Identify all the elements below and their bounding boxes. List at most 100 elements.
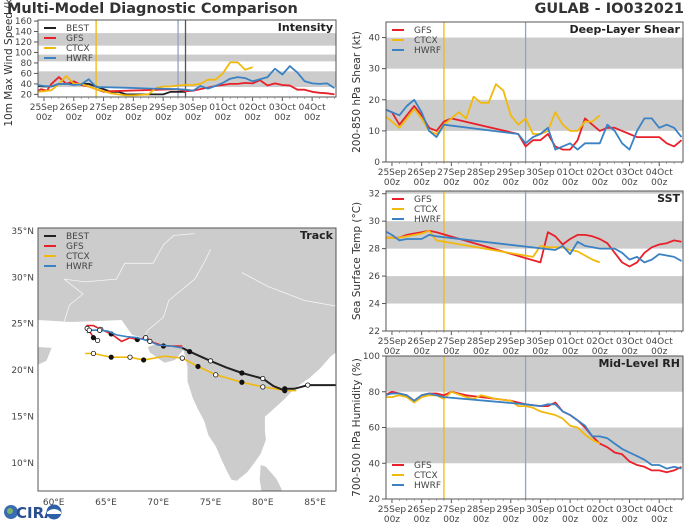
track-point-best <box>187 349 193 355</box>
x-tick-label: 29Sep <box>497 505 526 515</box>
track-hwrf <box>86 329 183 349</box>
y-tick-label: 20 <box>369 495 381 505</box>
sst-panel: 22242628303225Sep00z26Sep00z27Sep00z28Se… <box>351 190 684 357</box>
x-tick-label: 00z <box>592 178 608 188</box>
y-axis-label: 10m Max Wind Speed (kt) <box>3 0 15 127</box>
track-point-gfs <box>90 335 97 341</box>
legend-label-ctcx: CTCX <box>414 471 438 481</box>
x-tick-label: 00z <box>562 515 578 525</box>
x-tick-label: 00z <box>304 113 320 123</box>
x-tick-label: 25Sep <box>378 168 407 178</box>
panel-title: Intensity <box>278 21 333 34</box>
legend-label-gfs: GFS <box>66 242 84 252</box>
legend-label-gfs: GFS <box>414 461 432 471</box>
y-tick-label: 30 <box>369 65 381 75</box>
lat-tick-label: 30°N <box>11 273 34 283</box>
track-point-ctcx <box>195 363 201 370</box>
y-tick-label: 40 <box>369 34 381 44</box>
x-tick-label: 27Sep <box>437 168 466 178</box>
shaded-band <box>386 427 683 464</box>
x-tick-label: 25Sep <box>30 103 59 113</box>
track-point-ctcx <box>260 384 266 390</box>
x-tick-label: 00z <box>592 347 608 357</box>
lat-tick-label: 25°N <box>11 320 34 330</box>
x-tick-label: 00z <box>443 515 459 525</box>
x-tick-label: 00z <box>384 347 400 357</box>
x-tick-label: 30Sep <box>179 103 208 113</box>
x-tick-label: 00z <box>532 178 548 188</box>
x-tick-label: 01Oct <box>209 103 236 113</box>
shaded-band <box>386 37 683 69</box>
legend-label-best: BEST <box>66 232 90 242</box>
y-tick-label: 80 <box>369 388 381 398</box>
x-tick-label: 01Oct <box>557 168 584 178</box>
plot-frame <box>37 19 337 98</box>
plot-frame <box>385 190 684 332</box>
legend-label-hwrf: HWRF <box>66 54 93 64</box>
x-tick-label: 00z <box>532 515 548 525</box>
lon-tick-label: 75°E <box>200 498 222 508</box>
track-point-hwrf <box>97 327 103 333</box>
x-tick-label: 00z <box>562 347 578 357</box>
track-point-gfs <box>95 337 101 344</box>
y-tick-label: 120 <box>15 38 32 48</box>
x-tick-label: 28Sep <box>467 337 496 347</box>
track-point-best <box>282 388 288 394</box>
country-border <box>168 249 211 301</box>
series-ctcx <box>386 229 601 264</box>
cira-logo: CIRA <box>4 502 62 522</box>
series-hwrf <box>386 392 682 470</box>
x-tick-label: 00z <box>562 178 578 188</box>
rh-panel: 2040608010025Sep00z26Sep00z27Sep00z28Sep… <box>351 352 684 525</box>
x-tick-label: 00z <box>473 515 489 525</box>
x-tick-label: 00z <box>621 178 637 188</box>
track-point-ctcx <box>239 379 245 385</box>
x-tick-label: 00z <box>503 347 519 357</box>
x-tick-label: 01Oct <box>557 505 584 515</box>
x-tick-label: 03Oct <box>616 168 643 178</box>
shaded-band <box>386 276 683 304</box>
x-tick-label: 00z <box>384 178 400 188</box>
y-tick-label: 10 <box>369 127 381 137</box>
legend-label-best: BEST <box>66 24 90 34</box>
land-mass-oman <box>38 347 52 365</box>
y-axis-label: Sea Surface Temp (°C) <box>351 202 363 320</box>
shaded-band <box>386 99 683 131</box>
y-tick-label: 60 <box>369 424 381 434</box>
country-border <box>63 278 84 323</box>
series-gfs <box>386 229 682 268</box>
lat-tick-label: 35°N <box>11 227 34 237</box>
x-tick-label: 26Sep <box>407 168 436 178</box>
x-tick-label: 30Sep <box>526 505 555 515</box>
legend-label-hwrf: HWRF <box>414 481 441 491</box>
x-tick-label: 27Sep <box>89 103 118 113</box>
track-point-hwrf <box>86 327 92 333</box>
plot-frame <box>37 227 337 492</box>
x-tick-label: 00z <box>443 347 459 357</box>
x-tick-label: 00z <box>621 515 637 525</box>
x-tick-label: 28Sep <box>467 505 496 515</box>
lat-tick-label: 20°N <box>11 366 34 376</box>
y-tick-label: 30 <box>369 217 381 227</box>
series-hwrf <box>38 65 335 92</box>
track-best <box>181 347 336 393</box>
y-tick-label: 22 <box>369 327 380 337</box>
track-panel: 60°E 65°E 70°E 75°E 80°E 85°E 10°N 15°N 20°N 25°N… <box>11 227 337 508</box>
shaded-band <box>386 356 683 392</box>
x-tick-label: 01Oct <box>557 337 584 347</box>
track-point-hwrf <box>147 338 153 344</box>
y-tick-label: 60 <box>21 69 33 79</box>
x-tick-label: 00z <box>414 178 430 188</box>
legend-label-gfs: GFS <box>414 195 432 205</box>
x-tick-label: 03Oct <box>269 103 296 113</box>
legend-label-hwrf: HWRF <box>414 46 441 56</box>
y-tick-label: 40 <box>21 80 33 90</box>
y-tick-label: 28 <box>369 245 381 255</box>
series-hwrf <box>386 98 683 151</box>
x-tick-label: 02Oct <box>586 168 613 178</box>
x-tick-label: 00z <box>621 347 637 357</box>
lon-tick-label: 60°E <box>43 498 65 508</box>
land-mass <box>38 228 336 481</box>
